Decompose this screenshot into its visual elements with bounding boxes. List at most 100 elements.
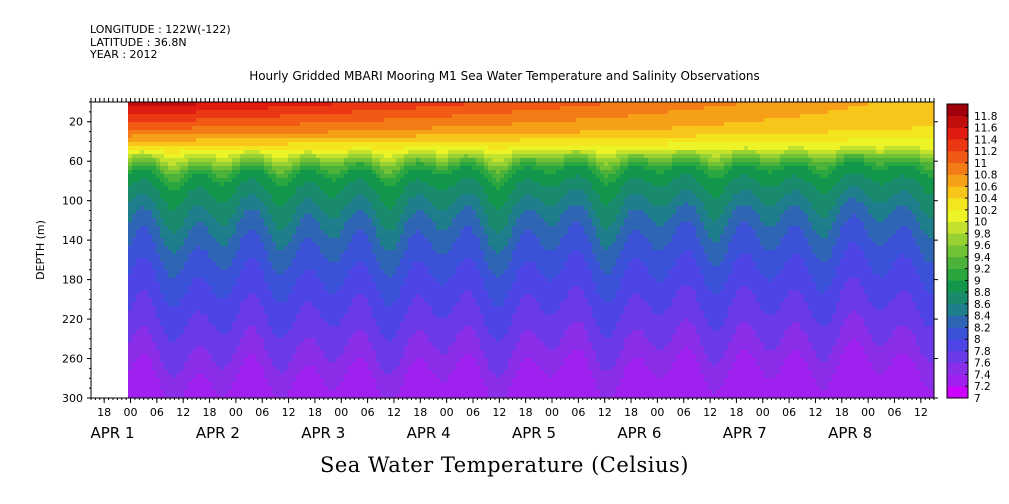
x-hour-label: 12 (387, 406, 401, 419)
x-hour-label: 18 (308, 406, 322, 419)
colorbar-label: 11.8 (974, 111, 997, 123)
x-day-label: APR 4 (407, 424, 451, 442)
colorbar-label: 7.2 (974, 381, 991, 393)
colorbar-swatch (947, 362, 968, 375)
colorbar-label: 11.4 (974, 134, 998, 146)
colorbar-label: 11.6 (974, 123, 998, 135)
colorbar-swatch (947, 151, 968, 164)
colorbar-swatch (947, 245, 968, 258)
x-hour-label: 18 (729, 406, 743, 419)
colorbar-swatch (947, 350, 968, 364)
x-hour-label: 12 (808, 406, 822, 419)
x-hour-label: 00 (229, 406, 243, 419)
colorbar-swatch (947, 339, 968, 352)
colorbar-label: 9.8 (974, 228, 991, 240)
x-day-label: APR 8 (828, 424, 872, 442)
colorbar-label: 9.4 (974, 252, 991, 264)
colorbar-label: 10.4 (974, 193, 998, 205)
colorbar-label: 10.6 (974, 181, 998, 193)
x-hour-label: 06 (150, 406, 164, 419)
x-hour-label: 06 (255, 406, 269, 419)
colorbar-swatch (947, 292, 968, 305)
y-tick-label: 180 (62, 274, 83, 287)
x-hour-label: 00 (861, 406, 875, 419)
colorbar-label: 9.2 (974, 264, 991, 276)
x-hour-label: 18 (413, 406, 427, 419)
longitude-label: LONGITUDE : 122W(-122) (90, 23, 231, 36)
x-hour-label: 18 (97, 406, 111, 419)
x-hour-label: 00 (756, 406, 770, 419)
colorbar-swatch (947, 268, 968, 281)
colorbar-swatch (947, 174, 968, 187)
colorbar-label: 7 (974, 393, 981, 405)
colorbar-swatch (947, 198, 968, 211)
x-hour-label: 06 (782, 406, 796, 419)
colorbar-label: 11.2 (974, 146, 997, 158)
x-hour-label: 00 (545, 406, 559, 419)
temperature-field (128, 102, 934, 398)
colorbar-label: 10 (974, 217, 987, 229)
y-tick-label: 100 (62, 195, 83, 208)
colorbar-label: 11 (974, 158, 987, 170)
x-day-label: APR 5 (512, 424, 556, 442)
colorbar-swatch (947, 256, 968, 269)
y-tick-label: 300 (62, 392, 83, 405)
colorbar-swatch (947, 386, 968, 399)
x-hour-label: 00 (334, 406, 348, 419)
colorbar-label: 8.4 (974, 311, 991, 323)
x-hour-label: 12 (492, 406, 506, 419)
colorbar-frame (946, 103, 969, 399)
colorbar-label: 9 (974, 275, 981, 287)
x-hour-label: 18 (624, 406, 638, 419)
x-hour-label: 12 (282, 406, 296, 419)
colorbar-swatch (947, 139, 968, 152)
colorbar-label: 7.6 (974, 358, 991, 370)
colorbar-swatch (947, 115, 968, 128)
x-day-label: APR 1 (90, 424, 134, 442)
year-label: YEAR : 2012 (90, 48, 158, 61)
x-hour-label: 18 (203, 406, 217, 419)
y-tick-label: 220 (62, 313, 83, 326)
colorbar-label: 8.2 (974, 322, 991, 334)
colorbar-swatch (947, 104, 968, 117)
y-tick-label: 20 (69, 116, 83, 129)
latitude-label: LATITUDE : 36.8N (90, 35, 187, 49)
mooring-metadata: LONGITUDE : 122W(-122) LATITUDE : 36.8N … (90, 23, 231, 62)
colorbar-label: 7.8 (974, 346, 991, 358)
colorbar-label: 9.6 (974, 240, 991, 252)
x-hour-label: 06 (571, 406, 585, 419)
colorbar-swatch (947, 374, 968, 387)
x-hour-label: 18 (519, 406, 533, 419)
colorbar-swatch (947, 233, 968, 246)
colorbar: 77.27.47.67.888.28.48.68.899.29.49.69.81… (946, 103, 998, 405)
x-hour-label: 00 (124, 406, 138, 419)
colorbar-label: 10.2 (974, 205, 997, 217)
x-day-label: APR 7 (723, 424, 767, 442)
x-day-label: APR 2 (196, 424, 240, 442)
colorbar-swatch (947, 327, 968, 340)
y-axis-label: DEPTH (m) (34, 220, 47, 280)
y-tick-label: 140 (62, 234, 83, 247)
colorbar-label: 10.8 (974, 170, 997, 182)
colorbar-swatch (947, 127, 968, 140)
x-day-label: APR 3 (301, 424, 345, 442)
colorbar-swatch (947, 315, 968, 328)
x-hour-label: 12 (598, 406, 612, 419)
x-hour-label: 06 (677, 406, 691, 419)
colorbar-swatch (947, 162, 968, 175)
colorbar-label: 7.4 (974, 369, 991, 381)
x-hour-label: 18 (835, 406, 849, 419)
colorbar-swatch (947, 209, 968, 222)
x-hour-label: 00 (440, 406, 454, 419)
colorbar-swatch (947, 186, 968, 199)
x-hour-label: 06 (466, 406, 480, 419)
colorbar-swatch (947, 303, 968, 316)
heatmap-plot-area (91, 102, 934, 398)
x-hour-label: 06 (887, 406, 901, 419)
x-hour-label: 12 (176, 406, 190, 419)
axes: 20 60 100 140 180 220 260 300 DEPTH (m) 18 00 06 12 1… (34, 98, 938, 442)
colorbar-label: 8 (974, 334, 981, 346)
x-hour-label: 06 (361, 406, 375, 419)
x-hour-label: 00 (650, 406, 664, 419)
colorbar-swatch (947, 221, 968, 234)
